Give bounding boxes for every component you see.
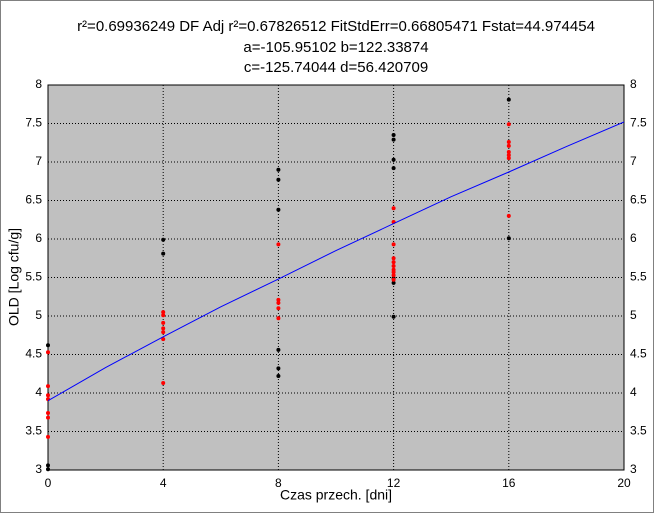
- data-point: [276, 297, 281, 302]
- x-tick-label: 12: [387, 476, 401, 490]
- data-point: [391, 263, 396, 268]
- data-point: [506, 149, 511, 154]
- data-point: [161, 251, 166, 256]
- data-point: [391, 137, 396, 142]
- x-tick-label: 16: [502, 476, 516, 490]
- y2-tick-label: 7.5: [630, 116, 647, 130]
- data-point: [506, 236, 511, 241]
- data-point: [46, 393, 50, 398]
- y-tick-label: 3.5: [25, 424, 42, 438]
- data-point: [46, 415, 50, 420]
- y-tick-label: 5.5: [25, 270, 42, 284]
- y2-tick-label: 6: [630, 231, 637, 245]
- data-point: [161, 330, 166, 335]
- chart-title: r²=0.69936249 DF Adj r²=0.67826512 FitSt…: [77, 18, 595, 35]
- data-point: [276, 316, 281, 321]
- y2-tick-label: 4.5: [630, 347, 647, 361]
- data-point: [46, 350, 50, 355]
- y-tick-label: 4: [35, 385, 42, 399]
- y2-tick-label: 5: [630, 308, 637, 322]
- data-point: [391, 256, 396, 261]
- chart-title: c=-125.74044 d=56.420709: [244, 59, 428, 76]
- y2-tick-label: 4: [630, 385, 637, 399]
- y-tick-label: 6: [35, 231, 42, 245]
- data-point: [276, 207, 281, 212]
- y2-tick-label: 3: [630, 462, 637, 476]
- data-point: [276, 366, 281, 371]
- data-point: [506, 213, 511, 218]
- data-point: [506, 139, 511, 144]
- data-point: [161, 313, 166, 318]
- data-point: [161, 380, 166, 385]
- data-point: [276, 300, 281, 305]
- y2-tick-label: 8: [630, 77, 637, 91]
- data-point: [391, 206, 396, 211]
- fit-line: [48, 121, 624, 402]
- data-point: [276, 306, 281, 311]
- data-point: [161, 337, 166, 342]
- data-point: [46, 463, 50, 468]
- data-point: [391, 273, 396, 278]
- data-point: [276, 374, 281, 379]
- y-tick-label: 7: [35, 154, 42, 168]
- data-point: [391, 277, 396, 282]
- data-point: [506, 122, 511, 127]
- data-point: [276, 177, 281, 182]
- data-point: [46, 384, 50, 389]
- data-point: [506, 97, 511, 102]
- data-point: [276, 167, 281, 172]
- y-axis-label: OLD [Log cfu/g]: [6, 228, 22, 326]
- data-point: [276, 347, 281, 352]
- data-point: [46, 434, 50, 439]
- data-point: [391, 314, 396, 319]
- data-point: [46, 411, 50, 416]
- data-point: [161, 237, 166, 242]
- data-point: [161, 320, 166, 325]
- data-point: [506, 143, 511, 148]
- y2-tick-label: 5.5: [630, 270, 647, 284]
- data-point: [506, 156, 511, 161]
- data-point: [391, 242, 396, 247]
- data-point: [46, 343, 50, 348]
- y2-tick-label: 7: [630, 154, 637, 168]
- data-point: [391, 280, 396, 285]
- data-point: [161, 326, 166, 331]
- y2-tick-label: 6.5: [630, 193, 647, 207]
- y-tick-label: 5: [35, 308, 42, 322]
- y-tick-label: 3: [35, 462, 42, 476]
- x-tick-label: 4: [160, 476, 167, 490]
- chart-title: a=-105.95102 b=122.33874: [243, 39, 428, 56]
- y-tick-label: 8: [35, 77, 42, 91]
- x-tick-label: 8: [275, 476, 282, 490]
- y2-tick-label: 3.5: [630, 424, 647, 438]
- y-tick-label: 7.5: [25, 116, 42, 130]
- x-tick-label: 0: [45, 476, 52, 490]
- y-tick-label: 6.5: [25, 193, 42, 207]
- data-point: [391, 166, 396, 171]
- data-point: [276, 242, 281, 247]
- x-tick-label: 20: [617, 476, 631, 490]
- data-point: [391, 157, 396, 162]
- x-axis-label: Czas przech. [dni]: [280, 487, 392, 503]
- data-point: [391, 270, 396, 275]
- data-point: [161, 310, 166, 315]
- data-point: [506, 153, 511, 158]
- data-point: [46, 467, 50, 472]
- data-point: [391, 133, 396, 138]
- y-tick-label: 4.5: [25, 347, 42, 361]
- data-point: [391, 260, 396, 265]
